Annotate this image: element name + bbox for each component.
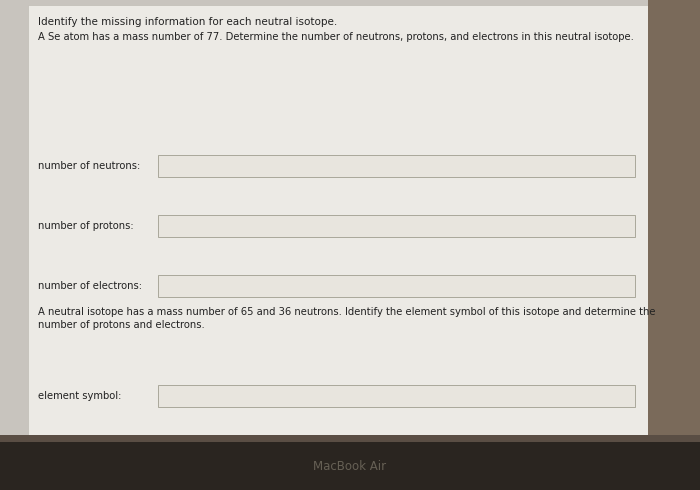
Text: A Se atom has a mass number of 77. Determine the number of neutrons, protons, an: A Se atom has a mass number of 77. Deter…	[38, 32, 634, 42]
Text: MacBook Air: MacBook Air	[314, 460, 386, 472]
Bar	[158, 275, 635, 297]
Bar	[648, 0, 700, 440]
Bar	[28, 5, 648, 435]
Bar	[158, 385, 635, 407]
Bar	[0, 435, 700, 442]
Bar	[158, 155, 635, 177]
Text: number of protons:: number of protons:	[38, 221, 134, 231]
Text: number of neutrons:: number of neutrons:	[38, 161, 140, 171]
Text: element symbol:: element symbol:	[38, 391, 121, 401]
Text: Identify the missing information for each neutral isotope.: Identify the missing information for eac…	[38, 17, 337, 27]
Bar	[0, 442, 700, 490]
Bar	[158, 215, 635, 237]
Text: number of electrons:: number of electrons:	[38, 281, 142, 291]
Bar	[0, 0, 700, 440]
Text: A neutral isotope has a mass number of 65 and 36 neutrons. Identify the element : A neutral isotope has a mass number of 6…	[38, 307, 655, 317]
Text: number of protons and electrons.: number of protons and electrons.	[38, 320, 204, 330]
